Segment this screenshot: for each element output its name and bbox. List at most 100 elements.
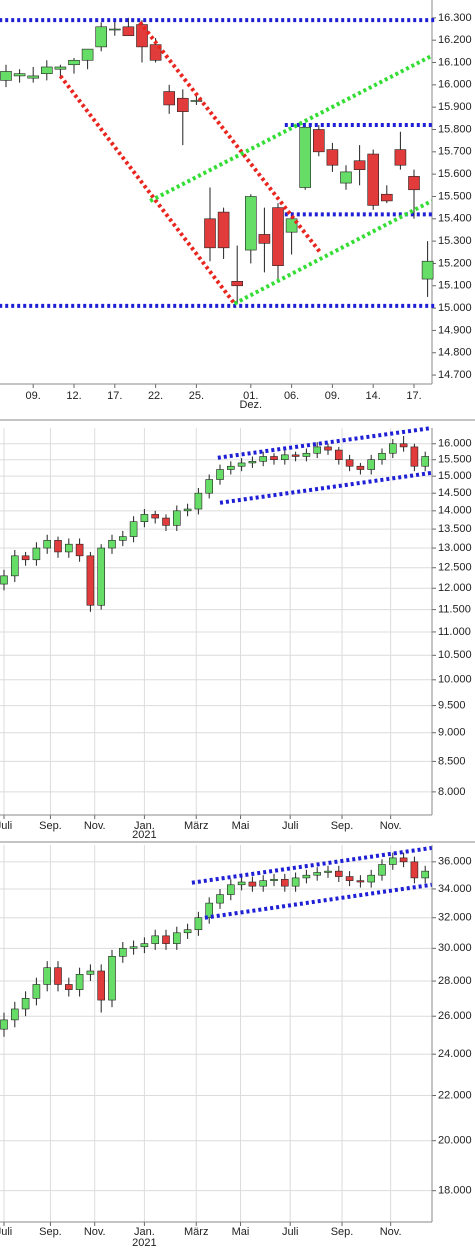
x-tick-label: Mai <box>232 1226 250 1238</box>
candle-body <box>65 984 73 990</box>
candle-body <box>326 149 339 166</box>
x-tick-label: Sep. <box>39 1226 62 1238</box>
x-tick-label: Juli <box>0 1226 12 1238</box>
candle-body <box>227 465 235 470</box>
candle-body <box>227 884 235 895</box>
candle-body <box>334 870 343 877</box>
x-tick-label: Jan. <box>134 1226 155 1238</box>
candle-body <box>119 536 127 541</box>
candle-body <box>151 514 159 519</box>
candle-body <box>173 932 181 944</box>
y-tick-label: 9.500 <box>438 699 466 711</box>
candle-body <box>108 956 116 1001</box>
candle-body <box>248 881 257 887</box>
y-tick-label: 14.500 <box>438 487 472 499</box>
candle-body <box>0 1019 8 1030</box>
x-tick-label: 12. <box>66 390 81 402</box>
candle-body <box>399 857 408 863</box>
candle-body <box>163 91 175 106</box>
x-tick-label: Sep. <box>39 820 62 832</box>
y-tick-label: 14.900 <box>438 324 472 336</box>
y-tick-label: 15.400 <box>438 213 472 225</box>
candle-body <box>237 462 246 467</box>
candle-body <box>162 517 170 526</box>
x-tick-label: Juli <box>0 820 12 832</box>
candle-body <box>216 894 224 904</box>
candle-body <box>119 948 127 957</box>
candle-body <box>54 967 62 985</box>
candle-body <box>367 153 380 206</box>
y-tick-label: 8.000 <box>438 786 466 798</box>
candle-body <box>299 126 312 188</box>
candle-body <box>237 881 246 886</box>
x-tick-label: 01. <box>243 390 258 402</box>
candle-body <box>75 543 84 557</box>
x-tick-label: 22. <box>148 390 163 402</box>
candle-body <box>68 59 80 66</box>
y-tick-label: 11.500 <box>438 604 471 616</box>
candle-body <box>216 469 224 480</box>
candle-body <box>27 75 40 79</box>
candle-body <box>217 211 230 249</box>
candle-body <box>21 555 30 561</box>
y-tick-label: 15.600 <box>438 168 472 180</box>
candle-body <box>421 260 434 280</box>
candle-body <box>151 935 159 944</box>
candle-body <box>97 970 105 1001</box>
x-tick-label: Sep. <box>331 1226 354 1238</box>
y-tick-label: 15.500 <box>438 190 472 202</box>
y-tick-label: 15.200 <box>438 257 472 269</box>
candle-body <box>258 234 271 244</box>
candle-body <box>408 176 420 191</box>
candle-body <box>380 193 393 202</box>
y-tick-label: 16.100 <box>438 56 472 68</box>
candle-body <box>86 970 95 975</box>
candle-body <box>280 878 289 887</box>
candle-body <box>75 974 84 990</box>
candle-body <box>324 446 332 451</box>
x-sublabel: Dez. <box>239 399 262 411</box>
y-tick-label: 11.000 <box>438 626 471 638</box>
y-tick-label: 10.500 <box>438 649 472 661</box>
x-tick-label: 17. <box>406 390 421 402</box>
y-tick-label: 34.000 <box>438 883 472 895</box>
candle-body <box>356 465 365 470</box>
candle-body <box>410 861 419 879</box>
y-tick-label: 16.200 <box>438 34 472 46</box>
y-tick-label: 30.000 <box>438 942 472 954</box>
candle-body <box>399 443 408 448</box>
candle-body <box>280 454 289 461</box>
candle-body <box>410 446 419 467</box>
candle-body <box>248 461 257 464</box>
candle-body <box>177 97 189 112</box>
x-tick-label: Jan. <box>134 820 155 832</box>
candle-body <box>183 929 192 934</box>
candle-body <box>291 454 300 457</box>
y-tick-label: 28.000 <box>438 975 472 987</box>
x-tick-label: Mai <box>232 820 250 832</box>
candle-body <box>97 547 105 606</box>
y-tick-label: 16.000 <box>438 79 472 91</box>
candle-body <box>313 872 322 876</box>
candle-body <box>32 984 41 999</box>
candle-body <box>32 547 41 561</box>
x-tick-label: Juli <box>282 820 299 832</box>
candle-body <box>378 864 386 876</box>
y-tick-label: 13.500 <box>438 523 472 535</box>
candle-body <box>272 207 284 266</box>
y-tick-label: 13.000 <box>438 542 472 554</box>
candle-body <box>0 71 12 81</box>
candle-body <box>270 878 278 881</box>
candle-body <box>388 443 397 454</box>
candle-body <box>204 218 216 249</box>
y-tick-label: 20.000 <box>438 1135 472 1147</box>
candle-body <box>43 540 52 549</box>
x-tick-label: Nov. <box>84 820 106 832</box>
candle-body <box>345 876 354 881</box>
y-tick-label: 15.100 <box>438 280 472 292</box>
candle-body <box>356 880 365 883</box>
candle-body <box>140 514 149 523</box>
candle-body <box>54 540 62 553</box>
y-tick-label: 26.000 <box>438 1010 472 1022</box>
x-tick-label: Nov. <box>380 1226 402 1238</box>
